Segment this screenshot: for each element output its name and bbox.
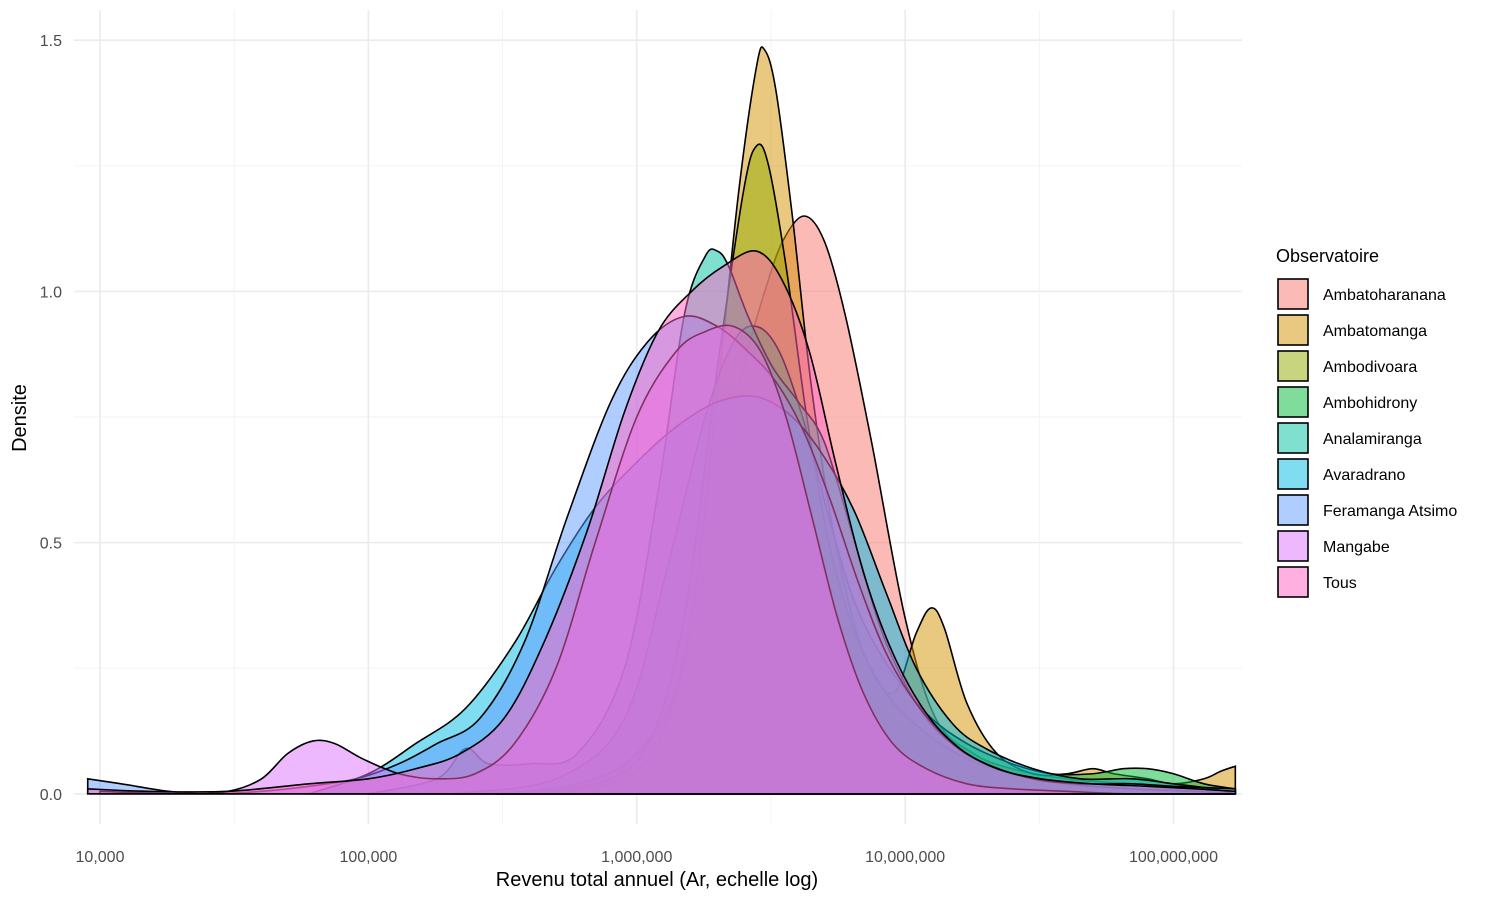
legend-key-mangabe [1277,530,1309,562]
legend-label-mangabe: Mangabe [1323,539,1390,556]
legend-key-avaradrano [1277,458,1309,490]
y-axis-ticks: 0.0 0.5 1.0 1.5 [40,33,62,804]
legend-key-tous [1277,566,1309,598]
legend-title: Observatoire [1276,246,1379,266]
legend-label-ambohidrony: Ambohidrony [1323,395,1417,412]
x-tick-label: 100,000 [339,849,397,866]
legend-label-avaradrano: Avaradrano [1323,467,1406,484]
y-tick-label: 0.0 [40,787,62,804]
x-tick-label: 10,000,000 [865,849,945,866]
x-tick-label: 1,000,000 [601,849,672,866]
y-tick-label: 0.5 [40,536,62,553]
legend-label-analamiranga: Analamiranga [1323,431,1422,448]
x-axis-ticks: 10,000 100,000 1,000,000 10,000,000 100,000,… [76,849,1219,866]
density-area-tous [86,250,1237,795]
legend-label-ambodivoara: Ambodivoara [1323,359,1417,376]
density-areas [86,46,1237,795]
y-axis-title: Densite [9,384,31,452]
legend-label-ambatoharanana: Ambatoharanana [1323,287,1446,304]
legend-label-feramanga-atsimo: Feramanga Atsimo [1323,503,1457,520]
legend-key-feramanga-atsimo [1277,494,1309,526]
legend: Observatoire Ambatoharanana Ambatomanga Am… [1276,246,1457,598]
legend-label-tous: Tous [1323,575,1357,592]
x-tick-label: 100,000,000 [1129,849,1218,866]
x-tick-label: 10,000 [76,849,125,866]
y-tick-label: 1.5 [40,33,62,50]
legend-key-analamiranga [1277,422,1309,454]
legend-key-ambodivoara [1277,350,1309,382]
legend-label-ambatomanga: Ambatomanga [1323,323,1427,340]
y-tick-label: 1.0 [40,284,62,301]
x-axis-title: Revenu total annuel (Ar, echelle log) [496,869,818,891]
legend-key-ambohidrony [1277,386,1309,418]
legend-key-ambatoharanana [1277,278,1309,310]
legend-key-ambatomanga [1277,314,1309,346]
